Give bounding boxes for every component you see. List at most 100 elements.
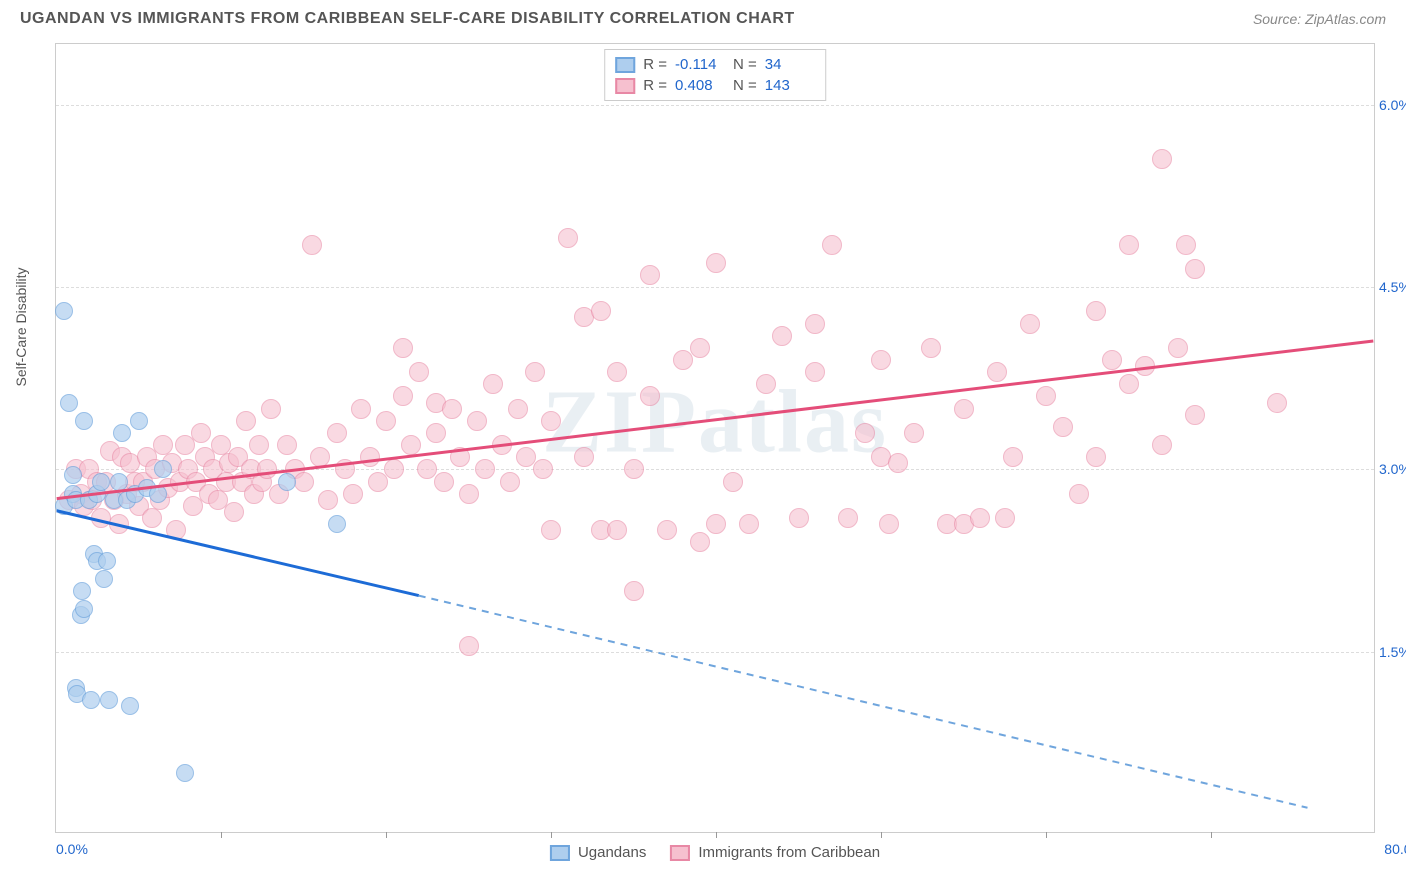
data-point	[772, 326, 792, 346]
data-point	[1267, 393, 1287, 413]
data-point	[1086, 301, 1106, 321]
data-point	[1003, 447, 1023, 467]
x-tick-min: 0.0%	[56, 841, 88, 857]
data-point	[459, 484, 479, 504]
legend-label: Ugandans	[578, 844, 646, 861]
swatch-pink-icon	[615, 78, 635, 94]
data-point	[739, 514, 759, 534]
data-point	[95, 570, 113, 588]
data-point	[75, 412, 93, 430]
data-point	[98, 552, 116, 570]
data-point	[91, 508, 111, 528]
swatch-pink-icon	[670, 845, 690, 861]
data-point	[533, 459, 553, 479]
data-point	[1020, 314, 1040, 334]
data-point	[1102, 350, 1122, 370]
data-point	[624, 459, 644, 479]
data-point	[343, 484, 363, 504]
r-value: -0.114	[675, 56, 725, 73]
data-point	[450, 447, 470, 467]
data-point	[335, 459, 355, 479]
data-point	[149, 485, 167, 503]
data-point	[706, 514, 726, 534]
data-point	[1119, 374, 1139, 394]
scatter-points	[56, 44, 1374, 832]
data-point	[257, 459, 277, 479]
data-point	[318, 490, 338, 510]
data-point	[224, 502, 244, 522]
data-point	[75, 600, 93, 618]
data-point	[525, 362, 545, 382]
data-point	[327, 423, 347, 443]
data-point	[483, 374, 503, 394]
data-point	[376, 411, 396, 431]
y-tick-label: 4.5%	[1379, 279, 1406, 295]
r-value: 0.408	[675, 77, 725, 94]
data-point	[409, 362, 429, 382]
data-point	[191, 423, 211, 443]
data-point	[1185, 259, 1205, 279]
n-label: N =	[733, 77, 757, 94]
r-label: R =	[643, 77, 667, 94]
data-point	[110, 473, 128, 491]
data-point	[294, 472, 314, 492]
swatch-blue-icon	[615, 57, 635, 73]
data-point	[434, 472, 454, 492]
data-point	[176, 764, 194, 782]
data-point	[995, 508, 1015, 528]
data-point	[55, 302, 73, 320]
data-point	[393, 338, 413, 358]
legend-item-caribbean: Immigrants from Caribbean	[670, 844, 880, 861]
data-point	[706, 253, 726, 273]
data-point	[640, 265, 660, 285]
correlation-stats-box: R = -0.114 N = 34 R = 0.408 N = 143	[604, 49, 826, 101]
source-label: Source: ZipAtlas.com	[1253, 11, 1386, 27]
data-point	[838, 508, 858, 528]
data-point	[607, 362, 627, 382]
chart-header: UGANDAN VS IMMIGRANTS FROM CARIBBEAN SEL…	[0, 0, 1406, 38]
data-point	[1086, 447, 1106, 467]
data-point	[789, 508, 809, 528]
data-point	[82, 691, 100, 709]
data-point	[401, 435, 421, 455]
data-point	[541, 520, 561, 540]
data-point	[904, 423, 924, 443]
x-tick	[1046, 832, 1047, 838]
data-point	[1119, 235, 1139, 255]
data-point	[690, 338, 710, 358]
y-axis-label: Self-Care Disability	[13, 267, 29, 386]
data-point	[1176, 235, 1196, 255]
data-point	[1069, 484, 1089, 504]
x-tick	[881, 832, 882, 838]
data-point	[640, 386, 660, 406]
r-label: R =	[643, 56, 667, 73]
data-point	[805, 362, 825, 382]
data-point	[591, 301, 611, 321]
n-label: N =	[733, 56, 757, 73]
data-point	[756, 374, 776, 394]
y-tick-label: 1.5%	[1379, 644, 1406, 660]
data-point	[249, 435, 269, 455]
data-point	[1185, 405, 1205, 425]
data-point	[541, 411, 561, 431]
n-value: 34	[765, 56, 815, 73]
data-point	[360, 447, 380, 467]
data-point	[1152, 435, 1172, 455]
data-point	[459, 636, 479, 656]
data-point	[277, 435, 297, 455]
data-point	[855, 423, 875, 443]
data-point	[154, 460, 172, 478]
data-point	[690, 532, 710, 552]
x-tick	[221, 832, 222, 838]
data-point	[921, 338, 941, 358]
data-point	[475, 459, 495, 479]
data-point	[92, 473, 110, 491]
data-point	[574, 447, 594, 467]
data-point	[624, 581, 644, 601]
data-point	[113, 424, 131, 442]
data-point	[278, 473, 296, 491]
x-tick	[716, 832, 717, 838]
data-point	[888, 453, 908, 473]
data-point	[310, 447, 330, 467]
data-point	[954, 399, 974, 419]
